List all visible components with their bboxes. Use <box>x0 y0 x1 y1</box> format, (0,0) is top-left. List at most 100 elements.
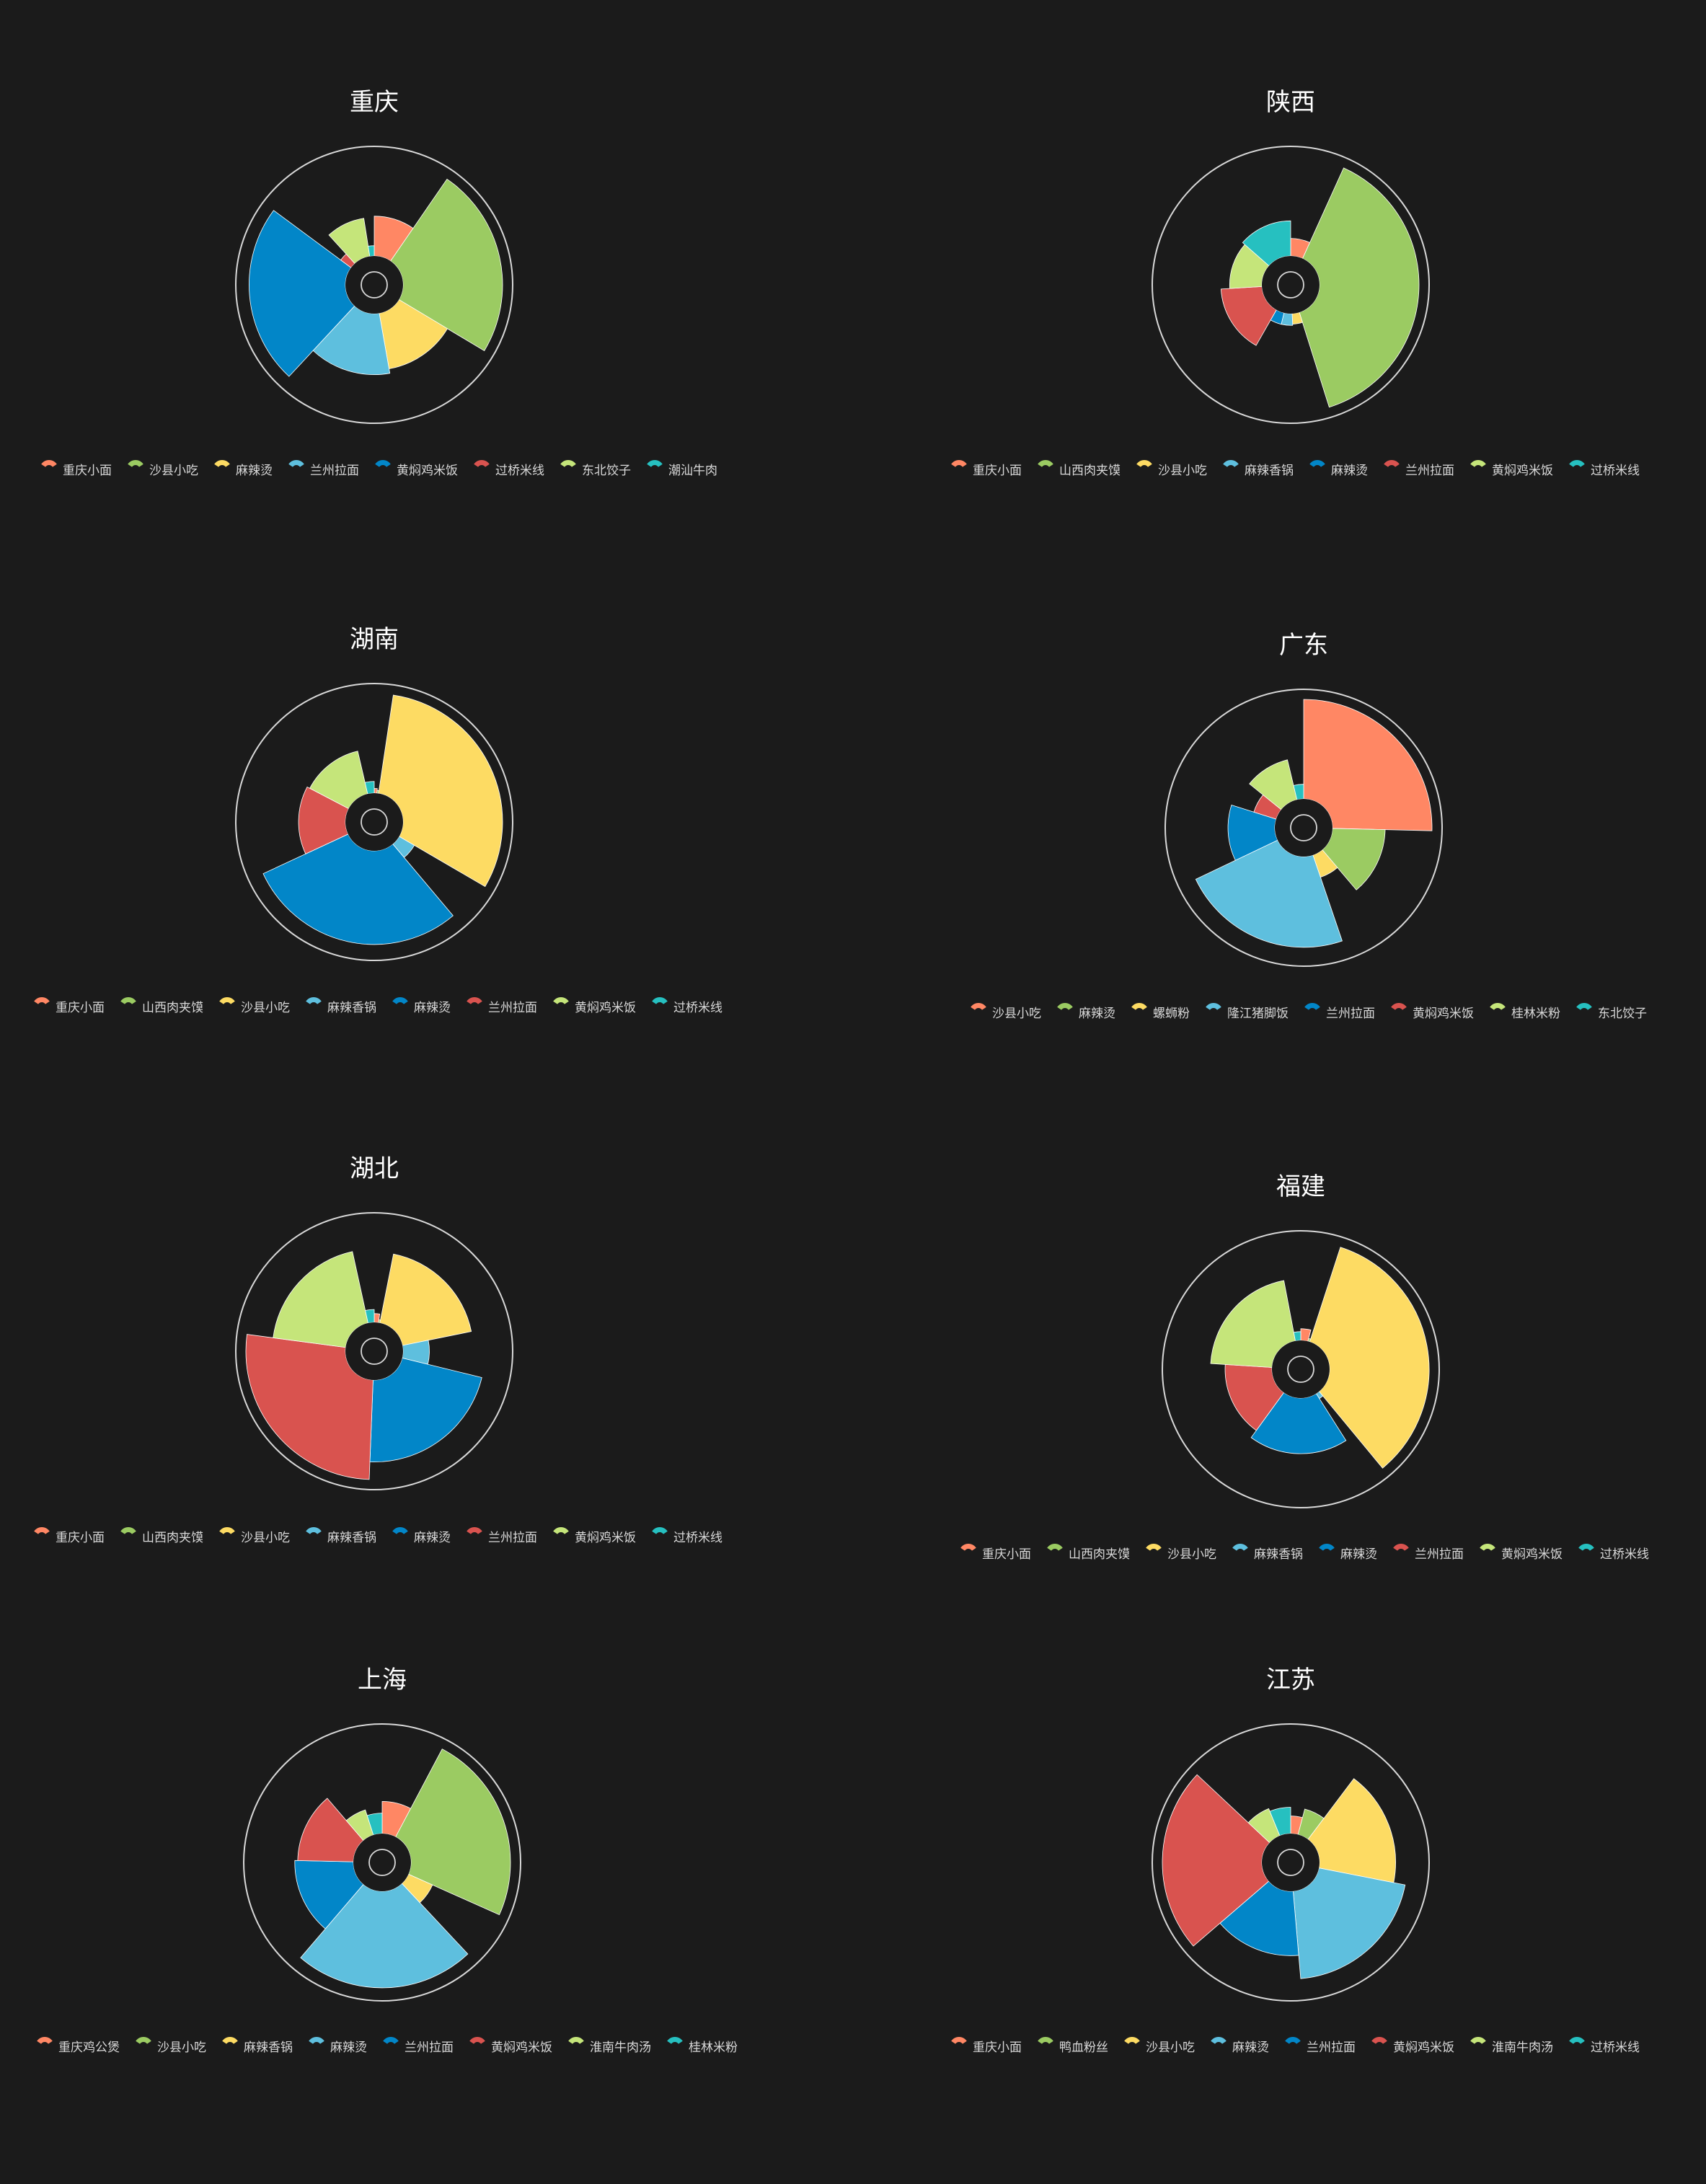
legend-item[interactable]: 麻辣烫 <box>214 460 273 478</box>
legend-label: 东北饺子 <box>582 464 631 478</box>
outer-ring <box>235 683 513 961</box>
legend-item[interactable]: 兰州拉面 <box>1285 2036 1356 2055</box>
legend-item[interactable]: 沙县小吃 <box>971 1002 1041 1021</box>
inner-hole <box>1275 799 1332 857</box>
legend-item[interactable]: 淮南牛肉汤 <box>1470 2037 1553 2055</box>
legend-item[interactable]: 重庆小面 <box>960 1544 1031 1562</box>
legend-item[interactable]: 黄焖鸡米饭 <box>469 2037 552 2055</box>
legend-label: 黄焖鸡米饭 <box>575 1001 636 1015</box>
legend-item[interactable]: 山西肉夹馍 <box>1038 460 1121 478</box>
legend-item[interactable]: 过桥米线 <box>652 997 722 1015</box>
legend-item[interactable]: 沙县小吃 <box>219 1527 290 1545</box>
legend-item[interactable]: 兰州拉面 <box>467 1527 537 1545</box>
outer-ring <box>1152 1723 1430 2002</box>
legend-swatch <box>467 997 482 1004</box>
legend-item[interactable]: 东北饺子 <box>560 460 631 478</box>
legend-item[interactable]: 沙县小吃 <box>1136 460 1207 478</box>
legend-item[interactable]: 过桥米线 <box>474 460 544 478</box>
legend-label: 重庆小面 <box>56 1001 105 1015</box>
rose-sector[interactable] <box>1249 759 1298 810</box>
legend-item[interactable]: 桂林米粉 <box>667 2037 738 2055</box>
legend-item[interactable]: 黄焖鸡米饭 <box>1480 1543 1563 1562</box>
legend-item[interactable]: 沙县小吃 <box>1124 2036 1195 2055</box>
legend-item[interactable]: 兰州拉面 <box>467 997 537 1015</box>
legend-item[interactable]: 重庆小面 <box>41 460 112 478</box>
legend-item[interactable]: 麻辣香锅 <box>222 2037 293 2055</box>
legend-item[interactable]: 麻辣香锅 <box>306 1527 376 1545</box>
legend-item[interactable]: 过桥米线 <box>1569 2036 1640 2055</box>
legend-item[interactable]: 麻辣香锅 <box>1232 1544 1303 1562</box>
legend-item[interactable]: 沙县小吃 <box>128 460 198 478</box>
rose-sector[interactable] <box>297 1798 364 1862</box>
legend-item[interactable]: 淮南牛肉汤 <box>568 2036 651 2055</box>
legend-item[interactable]: 麻辣烫 <box>392 1527 451 1545</box>
legend-item[interactable]: 过桥米线 <box>652 1527 722 1545</box>
legend-item[interactable]: 黄焖鸡米饭 <box>553 1527 636 1545</box>
legend-item[interactable]: 兰州拉面 <box>383 2037 454 2055</box>
legend-label: 麻辣烫 <box>414 1001 451 1015</box>
legend-item[interactable]: 黄焖鸡米饭 <box>1470 459 1553 478</box>
legend-item[interactable]: 鸭血粉丝 <box>1038 2036 1108 2055</box>
rose-sector[interactable] <box>1307 1778 1396 1883</box>
legend-item[interactable]: 兰州拉面 <box>1393 1544 1464 1562</box>
legend-label: 麻辣烫 <box>1079 1007 1115 1021</box>
legend-item[interactable]: 麻辣烫 <box>1309 460 1368 478</box>
legend-item[interactable]: 兰州拉面 <box>288 460 359 478</box>
legend-swatch <box>309 2037 324 2044</box>
legend-label: 沙县小吃 <box>1167 1547 1216 1562</box>
legend-item[interactable]: 沙县小吃 <box>219 997 290 1015</box>
legend-label: 兰州拉面 <box>310 464 359 478</box>
legend-swatch <box>1124 2036 1140 2044</box>
legend-label: 兰州拉面 <box>488 1531 537 1545</box>
legend-item[interactable]: 麻辣香锅 <box>1223 460 1294 478</box>
legend-item[interactable]: 麻辣烫 <box>1319 1544 1377 1562</box>
legend-item[interactable]: 隆江猪脚饭 <box>1206 1002 1289 1021</box>
rose-sector[interactable] <box>1162 1774 1270 1947</box>
legend-item[interactable]: 麻辣烫 <box>309 2037 367 2055</box>
legend-item[interactable]: 兰州拉面 <box>1384 460 1454 478</box>
inner-hole <box>1262 1834 1320 1891</box>
legend-item[interactable]: 山西肉夹馍 <box>120 997 203 1015</box>
legend-item[interactable]: 潮汕牛肉 <box>647 460 717 478</box>
legend-item[interactable]: 重庆小面 <box>34 997 105 1015</box>
legend-item[interactable]: 山西肉夹馍 <box>1047 1544 1130 1562</box>
chart-title: 江苏 <box>1266 1666 1315 1694</box>
legend-swatch <box>120 997 136 1004</box>
legend-item[interactable]: 麻辣烫 <box>1211 2036 1269 2055</box>
legend-item[interactable]: 重庆小面 <box>951 2037 1022 2055</box>
legend-item[interactable]: 重庆小面 <box>34 1527 105 1545</box>
legend-item[interactable]: 桂林米粉 <box>1490 1002 1560 1021</box>
legend-item[interactable]: 沙县小吃 <box>136 2037 206 2055</box>
legend-item[interactable]: 东北饺子 <box>1576 1002 1647 1021</box>
legend-item[interactable]: 兰州拉面 <box>1304 1002 1375 1021</box>
legend-swatch <box>960 1544 976 1551</box>
legend-item[interactable]: 麻辣烫 <box>392 997 451 1015</box>
chart-title: 湖北 <box>350 1154 399 1183</box>
rose-sector[interactable] <box>309 751 368 810</box>
legend-item[interactable]: 黄焖鸡米饭 <box>375 460 458 478</box>
legend-item[interactable]: 重庆鸡公煲 <box>37 2037 120 2055</box>
rose-sector[interactable] <box>249 210 355 377</box>
legend-label: 兰州拉面 <box>1415 1547 1464 1562</box>
outer-ring <box>1152 146 1430 424</box>
center-ring <box>361 1338 388 1365</box>
legend-label: 麻辣香锅 <box>1254 1547 1303 1562</box>
legend-item[interactable]: 黄焖鸡米饭 <box>553 997 636 1015</box>
legend-item[interactable]: 沙县小吃 <box>1146 1544 1216 1562</box>
rose-sector[interactable] <box>1293 1867 1406 1979</box>
chart-title: 福建 <box>1276 1172 1325 1201</box>
legend-swatch <box>1371 2036 1387 2044</box>
legend-item[interactable]: 螺蛳粉 <box>1131 1002 1190 1021</box>
rose-sector[interactable] <box>300 1883 469 1989</box>
legend-item[interactable]: 麻辣香锅 <box>306 997 376 1015</box>
legend-swatch <box>1393 1544 1409 1551</box>
legend-item[interactable]: 麻辣烫 <box>1057 1002 1115 1021</box>
legend-item[interactable]: 过桥米线 <box>1578 1544 1649 1562</box>
legend-item[interactable]: 过桥米线 <box>1569 460 1640 478</box>
legend-label: 麻辣烫 <box>1331 464 1368 478</box>
legend-item[interactable]: 黄焖鸡米饭 <box>1371 2036 1454 2055</box>
rose-sector[interactable] <box>1322 828 1386 890</box>
legend-item[interactable]: 重庆小面 <box>951 460 1022 478</box>
legend-item[interactable]: 黄焖鸡米饭 <box>1391 1002 1474 1021</box>
legend-item[interactable]: 山西肉夹馍 <box>120 1527 203 1545</box>
